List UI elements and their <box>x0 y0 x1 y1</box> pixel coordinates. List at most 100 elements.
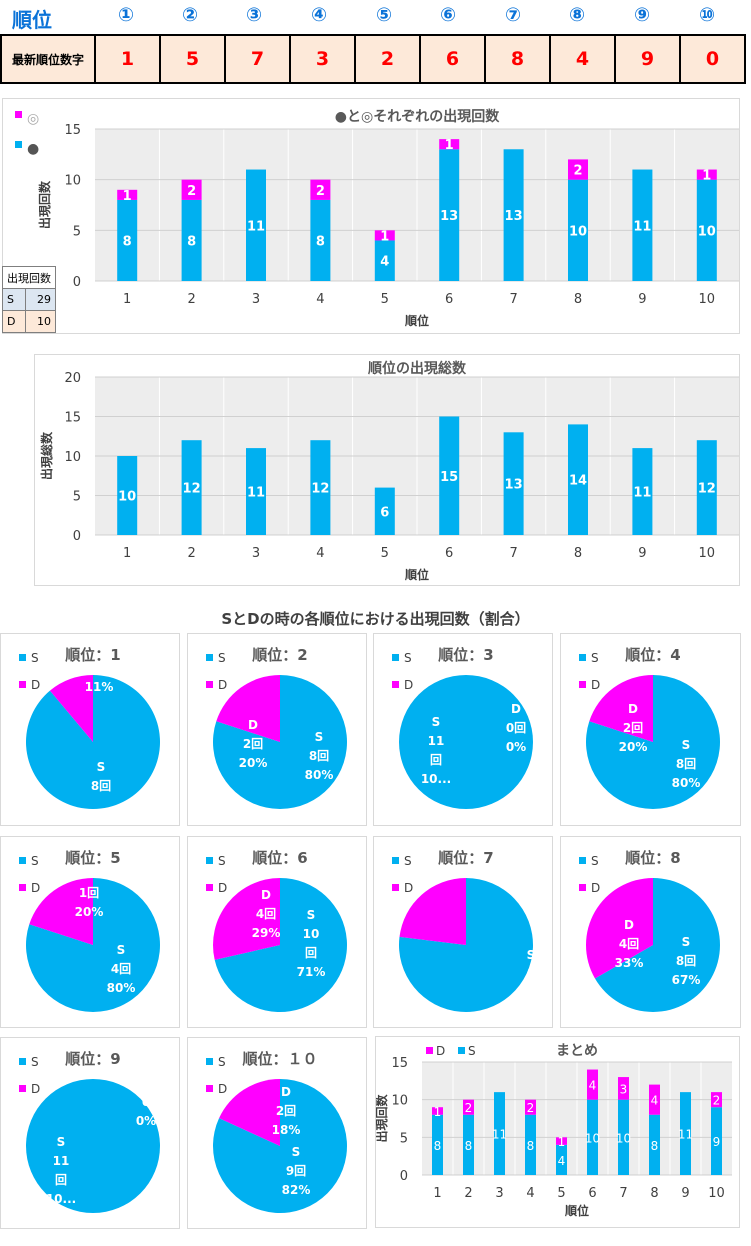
y-tick-label: 5 <box>400 1131 408 1146</box>
pie-data-label: D <box>261 888 271 902</box>
pie-slice-d <box>216 675 280 742</box>
bar <box>117 189 138 200</box>
pie-slice-s <box>214 878 347 1012</box>
data-label: 8 <box>123 234 132 249</box>
pie-title: 順位：2 <box>251 646 307 664</box>
bar <box>246 448 266 535</box>
legend-marker <box>19 857 26 864</box>
data-label: 4 <box>558 1154 566 1168</box>
pie-slice-s <box>594 878 720 1012</box>
data-label: 8 <box>187 234 196 249</box>
y-tick-label: 10 <box>391 1094 408 1109</box>
pie-data-label: 80% <box>672 776 701 790</box>
pie-data-label: 8回 <box>676 954 696 968</box>
data-label: 11 <box>492 1128 507 1142</box>
legend-marker <box>19 681 26 688</box>
x-tick-label: 9 <box>638 546 646 561</box>
summary-bar-chart: 051015181282311482541610471038849111092ま… <box>374 1043 732 1218</box>
latest-value-1: 1 <box>94 34 161 84</box>
legend-marker <box>579 884 586 891</box>
stacked-bar-chart: 0510151812823114825416131713810291110101… <box>15 108 739 328</box>
x-tick-label: 7 <box>509 546 517 561</box>
small-table-value: 10 <box>24 310 57 333</box>
bar <box>587 1099 598 1175</box>
bar <box>463 1099 474 1115</box>
rank-header-3: ③ <box>245 4 263 26</box>
data-label: 8 <box>434 1139 442 1153</box>
pie-data-label: 4回 <box>619 937 639 951</box>
pie-panel-1: 順位：1 S D S 8回 11% <box>0 633 180 826</box>
y-tick-label: 10 <box>64 450 81 465</box>
pie-title: 順位：6 <box>251 849 307 867</box>
pie-data-label: D <box>624 918 634 932</box>
legend-marker <box>206 857 213 864</box>
small-table-value: 29 <box>24 288 57 311</box>
legend-label: ● <box>27 141 39 157</box>
y-tick-label: 0 <box>400 1169 408 1184</box>
data-label: 1 <box>380 229 389 244</box>
small-table-key: S <box>2 288 26 311</box>
x-tick-label: 4 <box>316 546 324 561</box>
pie-data-label: 11 <box>428 734 445 748</box>
legend-marker <box>19 1085 26 1092</box>
bar <box>649 1114 660 1175</box>
data-label: 1 <box>702 169 711 184</box>
pie-data-label: S <box>57 1135 66 1149</box>
x-tick-label: 1 <box>123 546 131 561</box>
total-bar-chart: 0 5 10 15 20 1 10 2 12 3 11 4 12 5 6 6 15 7 13 8 14 9 11 10 12 順位… <box>39 360 739 582</box>
x-tick-label: 2 <box>187 546 195 561</box>
rank-header-1: ① <box>117 4 135 26</box>
latest-value-10: 0 <box>679 34 746 84</box>
pie-data-label: 33% <box>615 956 644 970</box>
pie-data-label: S <box>527 948 536 962</box>
bar <box>587 1069 598 1100</box>
data-label: 12 <box>311 482 329 497</box>
x-axis-title: 順位 <box>404 567 429 582</box>
legend-label: D <box>218 1082 227 1096</box>
legend-label: D <box>218 881 227 895</box>
rank-header-9: ⑨ <box>633 4 651 26</box>
page-title: 順位 <box>12 8 52 32</box>
data-label: 10 <box>698 224 716 239</box>
pie-data-label: 20% <box>75 905 104 919</box>
pie-title: 順位：3 <box>437 646 493 664</box>
bar <box>432 1114 443 1175</box>
data-label: 11 <box>678 1128 693 1142</box>
x-tick-label: 2 <box>464 1186 472 1201</box>
data-label: 15 <box>440 470 458 485</box>
legend-marker <box>458 1047 465 1054</box>
bar <box>556 1144 567 1175</box>
legend-marker <box>579 654 586 661</box>
pie-data-label: S <box>432 715 441 729</box>
x-tick-label: 7 <box>619 1186 627 1201</box>
pie-title: 順位：1 <box>64 646 120 664</box>
bar <box>632 169 653 281</box>
x-tick-label: 8 <box>650 1186 658 1201</box>
appearance-count-table: 出現回数 S 29 D 10 <box>2 266 57 333</box>
pie-data-label: 11 <box>53 1154 70 1168</box>
latest-value-2: 5 <box>159 34 226 84</box>
y-tick-label: 15 <box>391 1056 408 1071</box>
latest-value-9: 9 <box>614 34 681 84</box>
legend-label: S <box>218 854 226 868</box>
data-label: 9 <box>713 1135 721 1149</box>
legend-marker <box>392 681 399 688</box>
pie-panel-7: 順位：7 S D S 1 <box>373 836 553 1028</box>
data-label: 1 <box>558 1135 566 1149</box>
y-axis-title: 出現総数 <box>39 431 54 480</box>
pie-data-label: 4回 <box>256 907 276 921</box>
pie-title: 順位：4 <box>624 646 680 664</box>
pie-data-label: D <box>248 718 258 732</box>
y-tick-label: 5 <box>73 224 81 239</box>
pie-data-label: S <box>97 760 106 774</box>
bar <box>374 230 395 241</box>
x-tick-label: 4 <box>316 292 324 307</box>
bar <box>618 1099 629 1175</box>
data-label: 6 <box>380 505 389 520</box>
latest-label: 最新順位数字 <box>0 34 96 84</box>
pie-data-label: 67% <box>672 973 701 987</box>
pie-data-label: 71% <box>297 965 326 979</box>
